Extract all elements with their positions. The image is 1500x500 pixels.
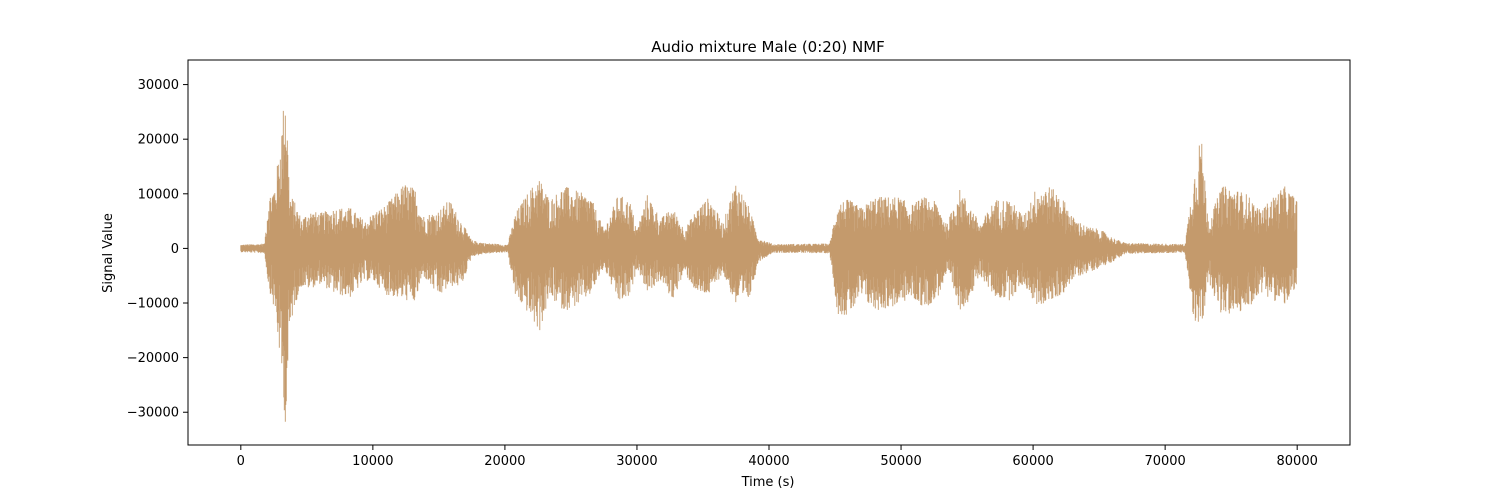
x-tick-label: 20000 — [484, 454, 525, 469]
y-tick-label: −20000 — [127, 351, 179, 366]
x-tick-label: 50000 — [880, 454, 921, 469]
x-tick-label: 0 — [237, 454, 245, 469]
x-tick-label: 60000 — [1012, 454, 1053, 469]
x-tick-label: 10000 — [352, 454, 393, 469]
y-tick-label: −30000 — [127, 406, 179, 421]
x-tick-label: 80000 — [1277, 454, 1318, 469]
y-tick-label: 20000 — [138, 133, 179, 148]
y-axis: −30000 −20000 −10000 0 10000 20000 30000 — [127, 78, 188, 421]
waveform — [240, 110, 1298, 422]
y-tick-label: 30000 — [138, 78, 179, 93]
x-axis-title: Time (s) — [741, 475, 795, 490]
y-tick-label: 10000 — [138, 187, 179, 202]
x-tick-label: 30000 — [616, 454, 657, 469]
y-tick-label: −10000 — [127, 297, 179, 312]
chart-title: Audio mixture Male (0:20) NMF — [651, 38, 885, 56]
y-axis-title: Signal Value — [101, 213, 116, 293]
x-axis: 0 10000 20000 30000 40000 50000 60000 70000 8000… — [237, 445, 1318, 469]
y-tick-label: 0 — [171, 242, 179, 257]
waveform-series-line — [240, 110, 1298, 422]
x-tick-label: 40000 — [748, 454, 789, 469]
x-tick-label: 70000 — [1144, 454, 1185, 469]
